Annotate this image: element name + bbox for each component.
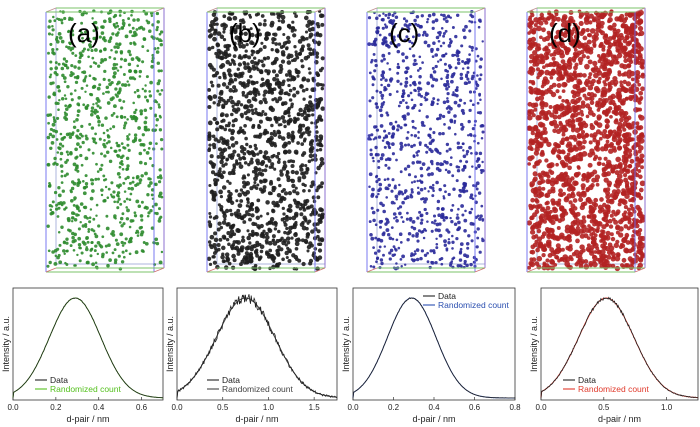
volumes-row: (a) (b) (c) (d) [45, 7, 646, 273]
legend-entry: Data [222, 375, 240, 385]
distribution-chart-4: 0.0 0.5 1.0 d-pair / nm Intensity / a.u. Data… [529, 287, 699, 424]
x-axis-label: d-pair / nm [66, 414, 109, 424]
x-tick-label: 0.5 [217, 403, 229, 412]
series-data-line [176, 294, 338, 399]
legend-entry: Randomized count [50, 384, 122, 394]
volume-panel-3: (c) [366, 7, 486, 273]
panel-label: (c) [389, 18, 419, 48]
legend-entry: Randomized count [578, 384, 650, 394]
distribution-chart-3: 0.0 0.2 0.4 0.6 0.8 d-pair / nm Intensity / a.… [341, 287, 521, 424]
y-axis-label: Intensity / a.u. [529, 316, 539, 372]
x-axis-label: d-pair / nm [235, 414, 278, 424]
distribution-chart-1: 0.0 0.2 0.4 0.6 d-pair / nm Intensity / a.u. D… [1, 287, 164, 424]
x-tick-label: 0.2 [388, 403, 400, 412]
volume-panel-1: (a) [45, 7, 165, 273]
legend-entry: Data [50, 375, 68, 385]
panel-label: (d) [549, 18, 581, 48]
x-tick-label: 1.5 [309, 403, 321, 412]
y-axis-label: Intensity / a.u. [165, 316, 175, 372]
volume-dots [46, 9, 164, 271]
volume-panel-4: (d) [526, 7, 646, 273]
x-tick-label: 0.6 [136, 403, 148, 412]
x-tick-label: 0.2 [50, 403, 62, 412]
legend-entry: Data [438, 291, 456, 301]
x-axis-label: d-pair / nm [598, 414, 641, 424]
series-data-line [540, 296, 699, 399]
charts-row: 0.0 0.2 0.4 0.6 d-pair / nm Intensity / a.u. D… [1, 287, 699, 424]
x-tick-label: 0.4 [428, 403, 440, 412]
panel-label: (b) [229, 18, 261, 48]
x-axis-label: d-pair / nm [412, 414, 455, 424]
x-tick-label: 0.5 [598, 403, 610, 412]
series-data-line [12, 297, 164, 399]
plot-frame [352, 287, 516, 401]
x-tick-label: 0.0 [535, 403, 547, 412]
x-tick-label: 0.0 [171, 403, 183, 412]
legend-entry: Randomized count [222, 384, 294, 394]
volume-dots [367, 9, 485, 271]
x-tick-label: 1.0 [263, 403, 275, 412]
x-tick-label: 0.6 [469, 403, 481, 412]
plot-frame [540, 287, 699, 401]
x-tick-label: 0.0 [7, 403, 19, 412]
plot-frame [12, 287, 164, 401]
x-tick-label: 0.4 [93, 403, 105, 412]
y-axis-label: Intensity / a.u. [1, 316, 11, 372]
volume-dots [206, 9, 325, 272]
distribution-chart-2: 0.0 0.5 1.0 1.5 d-pair / nm Intensity / a.u. D… [165, 287, 338, 424]
x-tick-label: 0.8 [509, 403, 521, 412]
legend-entry: Data [578, 375, 596, 385]
x-tick-label: 1.0 [661, 403, 673, 412]
volume-panel-2: (b) [206, 7, 326, 273]
y-axis-label: Intensity / a.u. [341, 316, 351, 372]
series-data-line [352, 297, 516, 399]
legend-entry: Randomized count [438, 300, 510, 310]
volume-dots [526, 9, 646, 272]
panel-label: (a) [68, 18, 100, 48]
x-tick-label: 0.0 [347, 403, 359, 412]
